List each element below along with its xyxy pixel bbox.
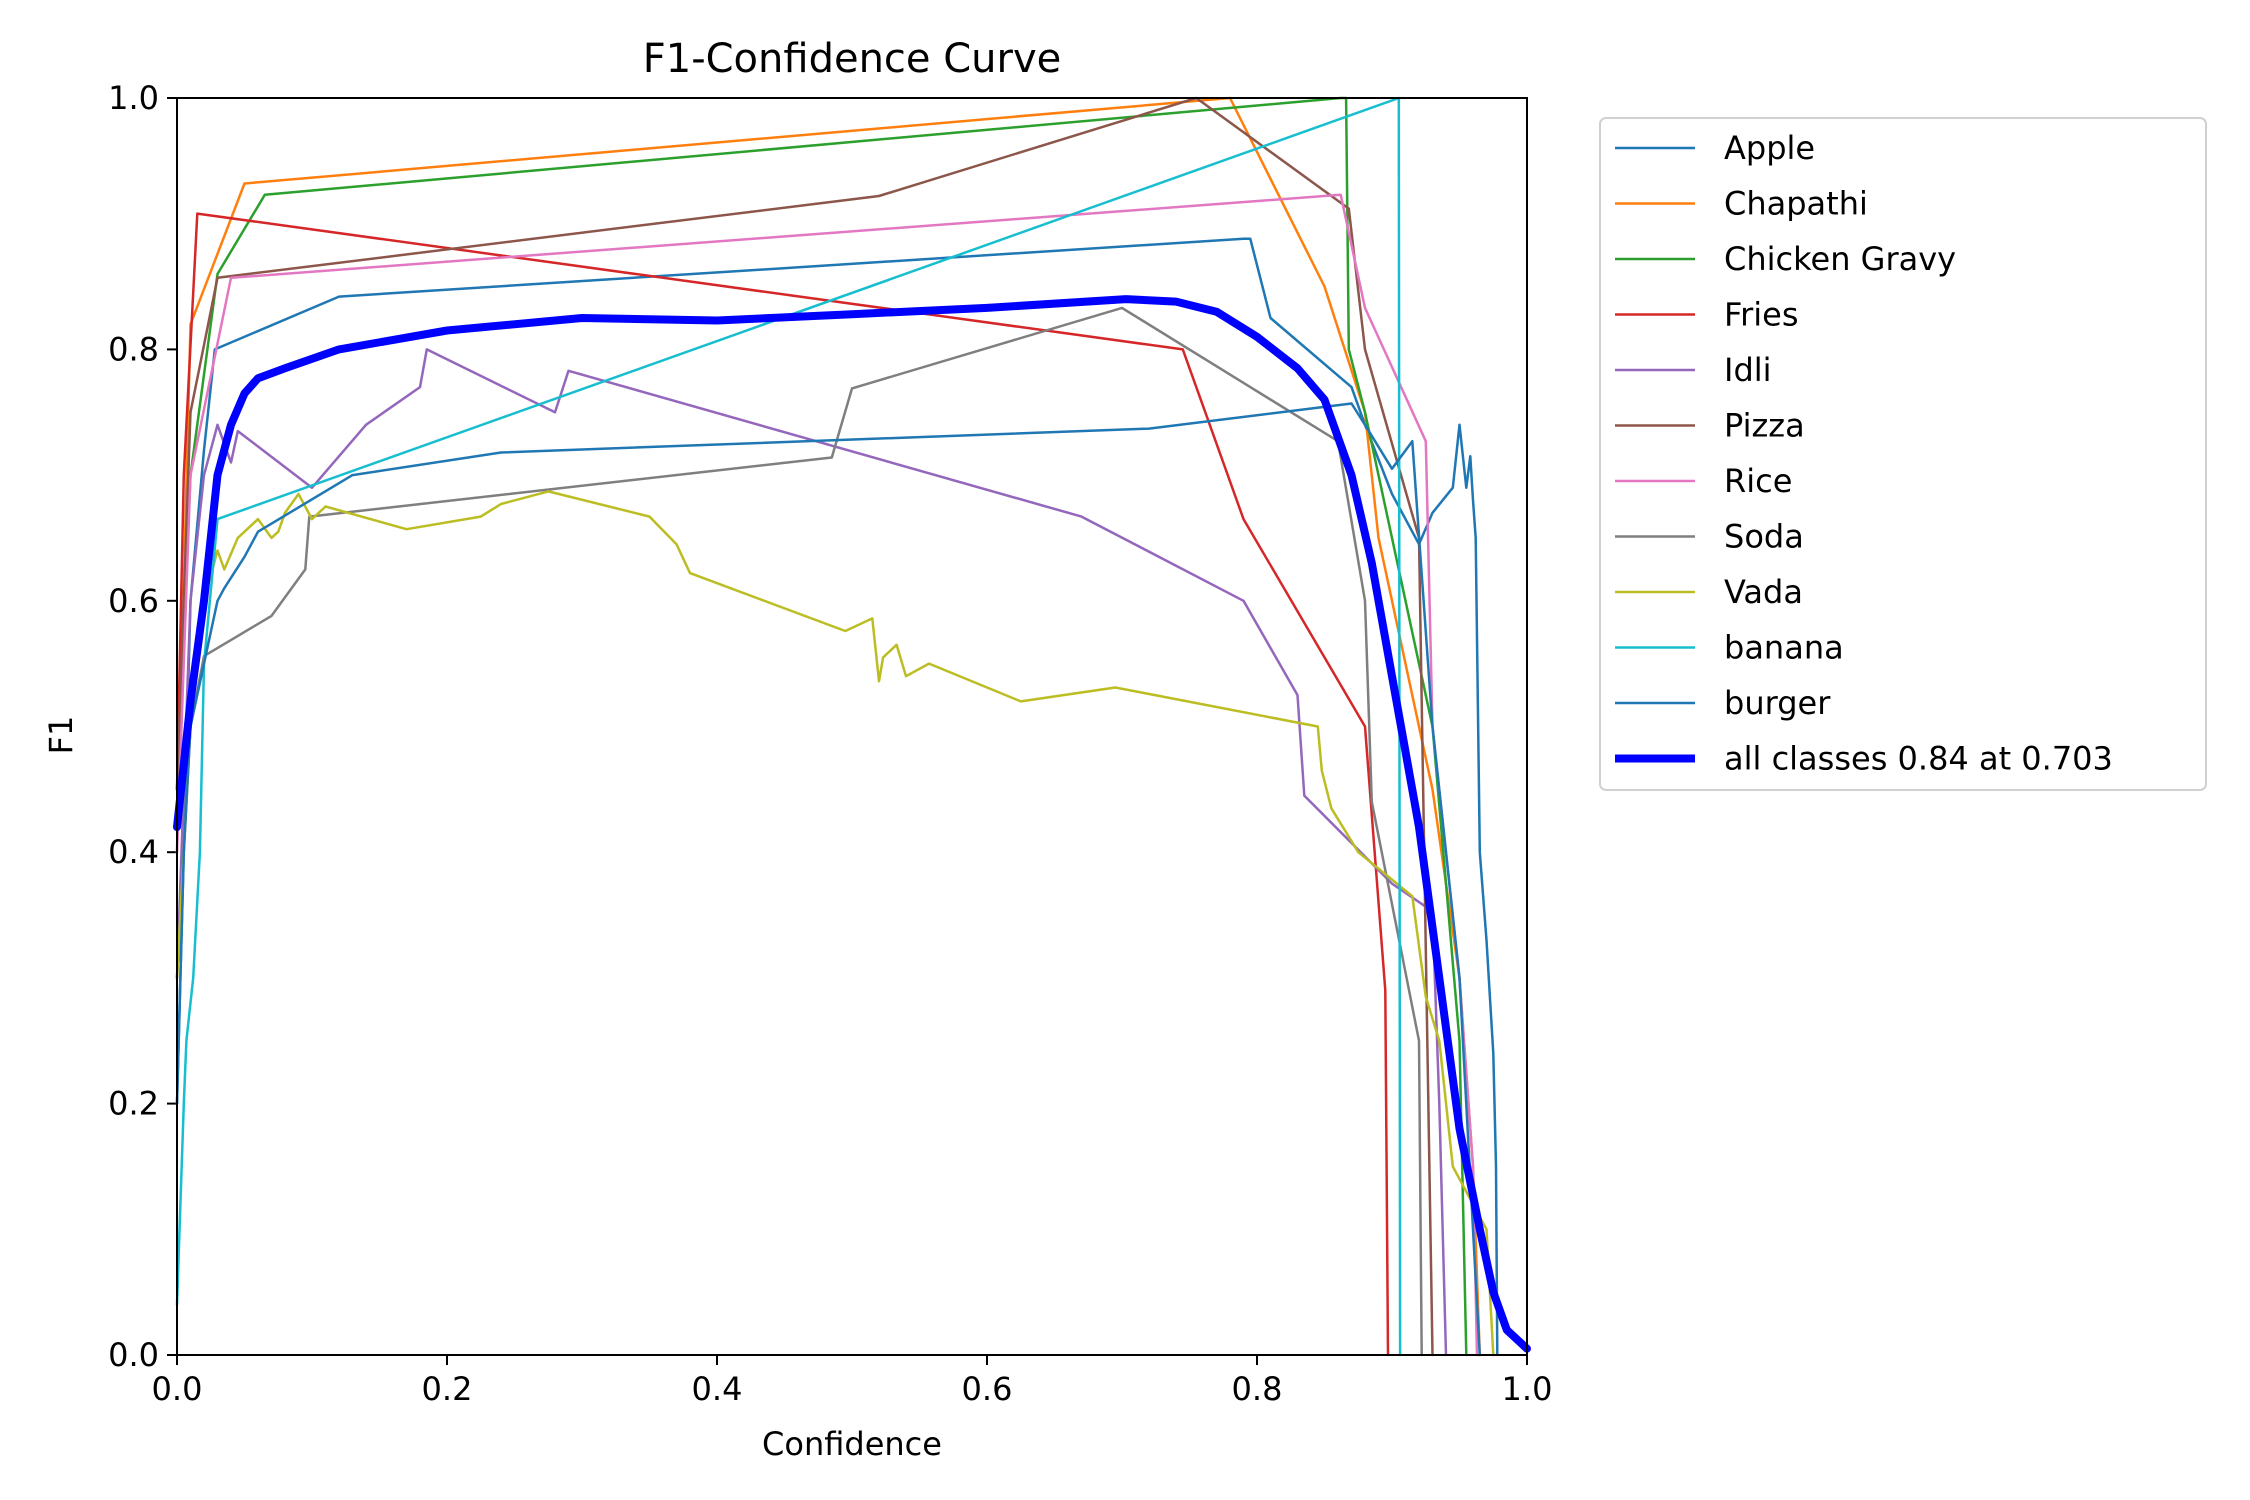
series-line-vada: [175, 490, 1495, 1357]
y-tick-label: 0.6: [108, 582, 159, 620]
y-tick-label: 0.0: [108, 1336, 159, 1374]
plot-frame: [176, 97, 1528, 1356]
legend-label-all-classes-0-84-at-0-703: all classes 0.84 at 0.703: [1724, 740, 2113, 778]
series-line-chicken-gravy: [175, 96, 1468, 1357]
legend-box: [1599, 117, 2207, 791]
y-tick-label: 0.8: [108, 330, 159, 368]
series-line-soda: [175, 306, 1423, 1357]
x-tick-label: 0.4: [692, 1370, 743, 1408]
y-axis-label: F1: [42, 716, 80, 755]
x-tick-label: 1.0: [1502, 1370, 1553, 1408]
legend-label-burger: burger: [1724, 684, 1831, 722]
y-tick-label: 0.4: [108, 833, 159, 871]
plot-series: [173, 96, 1531, 1357]
series-line-apple: [175, 237, 1499, 1357]
x-tick-label: 0.6: [962, 1370, 1013, 1408]
series-line-chapathi: [175, 96, 1482, 1357]
x-tick-label: 0.8: [1232, 1370, 1283, 1408]
legend-label-fries: Fries: [1724, 296, 1798, 334]
legend-label-apple: Apple: [1724, 129, 1815, 167]
legend-label-idli: Idli: [1724, 351, 1772, 389]
series-line-idli: [175, 348, 1448, 1357]
legend-label-pizza: Pizza: [1724, 407, 1805, 445]
series-line-pizza: [175, 96, 1434, 1357]
x-tick-label: 0.0: [152, 1370, 203, 1408]
legend-label-banana: banana: [1724, 629, 1844, 667]
legend-label-vada: Vada: [1724, 573, 1803, 611]
x-axis-label: Confidence: [762, 1425, 942, 1463]
series-line-fries: [175, 212, 1390, 1357]
axis-ticks: 0.0 0.2 0.4 0.6 0.8 1.0 0.0 0.2 0.4 0.6 0.8 1.0: [108, 79, 1552, 1408]
series-line-rice: [175, 193, 1479, 1357]
series-line-burger: [175, 402, 1482, 1357]
y-tick-label: 0.2: [108, 1085, 159, 1123]
legend-label-chapathi: Chapathi: [1724, 185, 1868, 223]
series-line-all-classes-0-84-at-0-703: [173, 295, 1531, 1353]
chart-title: F1-Confidence Curve: [643, 36, 1062, 82]
x-tick-label: 0.2: [422, 1370, 473, 1408]
y-tick-label: 1.0: [108, 79, 159, 117]
legend-label-chicken-gravy: Chicken Gravy: [1724, 240, 1956, 278]
legend-label-soda: Soda: [1724, 518, 1804, 556]
series-line-banana: [175, 96, 1402, 1357]
legend-label-rice: Rice: [1724, 462, 1792, 500]
legend: Apple Chapathi Chicken Gravy Fries Idli Pizza…: [1599, 117, 2207, 791]
